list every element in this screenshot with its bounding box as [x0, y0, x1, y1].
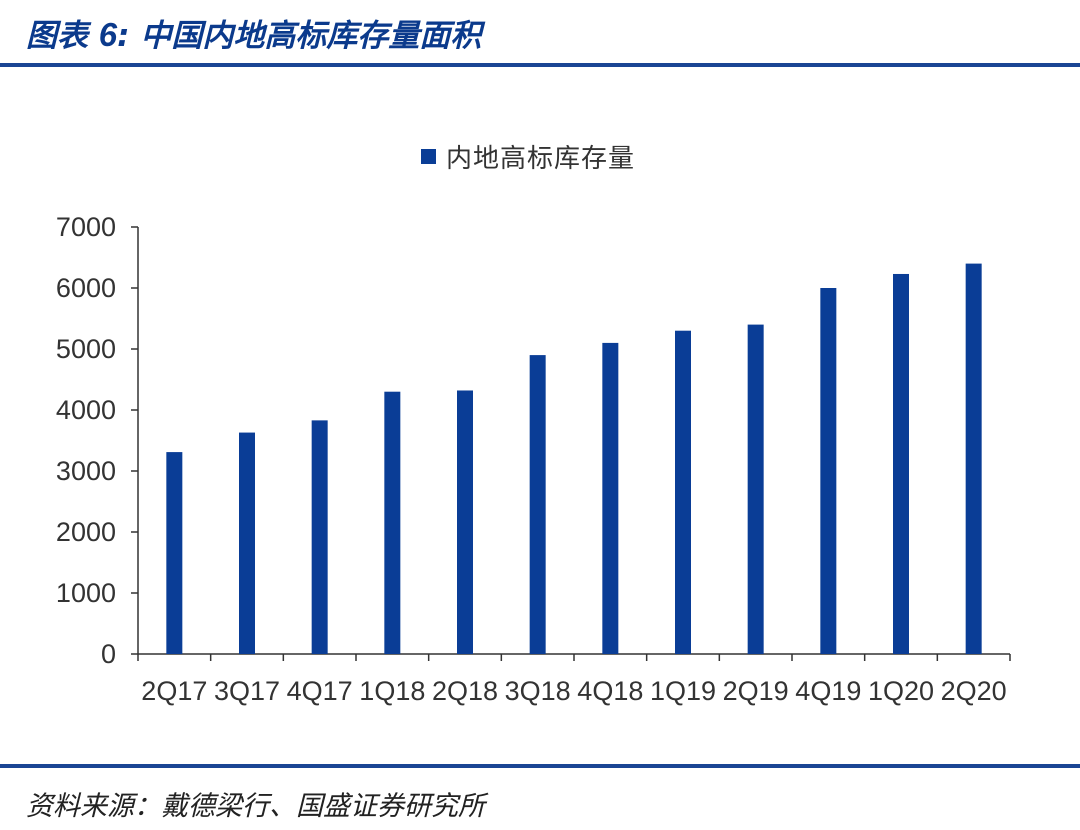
bar-4Q17	[311, 420, 328, 654]
bar-4Q18	[602, 342, 619, 654]
chart-legend: 内地高标库存量	[421, 138, 635, 175]
figure-label: 图表	[26, 18, 88, 54]
x-tick-label: 2Q17	[141, 676, 207, 706]
x-tick-label: 1Q18	[359, 676, 425, 706]
legend-label: 内地高标库存量	[446, 144, 636, 174]
legend-swatch	[421, 149, 436, 164]
x-axis: 2Q17 3Q17 4Q17 1Q18 2Q18 3Q18 4Q18 1Q19 2Q19 4Q19…	[137, 653, 1011, 706]
bar-3Q18	[529, 355, 546, 654]
x-tick-label: 4Q19	[795, 676, 861, 706]
y-tick-label: 1000	[56, 578, 116, 608]
x-tick-label: 2Q18	[432, 676, 498, 706]
y-tick-label: 4000	[56, 395, 116, 425]
figure-separator: :	[117, 18, 130, 54]
y-tick-label: 5000	[56, 334, 116, 364]
x-tick-label: 3Q18	[505, 676, 571, 706]
bar-1Q19	[675, 330, 691, 654]
figure-title: 图表 6: 中国内地高标库存量面积	[26, 10, 481, 55]
y-tick-label: 3000	[56, 456, 116, 486]
bar-2Q20	[965, 263, 982, 654]
y-tick-label: 6000	[56, 273, 116, 303]
figure-number: 6	[98, 16, 118, 53]
x-tick-label: 4Q17	[287, 676, 353, 706]
bar-1Q18	[384, 391, 401, 654]
top-rule	[0, 63, 1080, 67]
y-axis: 0 1000 2000 3000 4000 5000 6000 7000	[56, 212, 139, 669]
bars	[166, 263, 982, 654]
source-note: 资料来源：戴德梁行、国盛证券研究所	[26, 791, 485, 822]
y-tick-label: 7000	[56, 212, 116, 242]
x-tick-label: 1Q19	[650, 676, 716, 706]
bar-1Q20	[893, 273, 909, 654]
x-tick-label: 2Q20	[941, 676, 1007, 706]
bar-4Q19	[820, 288, 837, 654]
bar-2Q19	[747, 324, 764, 654]
x-tick-label: 2Q19	[723, 676, 789, 706]
bottom-rule	[0, 764, 1080, 768]
figure-title-text: 中国内地高标库存量面积	[140, 18, 482, 54]
x-tick-label: 3Q17	[214, 676, 280, 706]
y-tick-label: 2000	[56, 517, 116, 547]
y-tick-label: 0	[101, 639, 116, 669]
bar-2Q17	[166, 452, 183, 654]
bar-2Q18	[457, 390, 473, 654]
bar-3Q17	[239, 432, 255, 654]
x-tick-label: 1Q20	[868, 676, 934, 706]
x-tick-label: 4Q18	[577, 676, 643, 706]
